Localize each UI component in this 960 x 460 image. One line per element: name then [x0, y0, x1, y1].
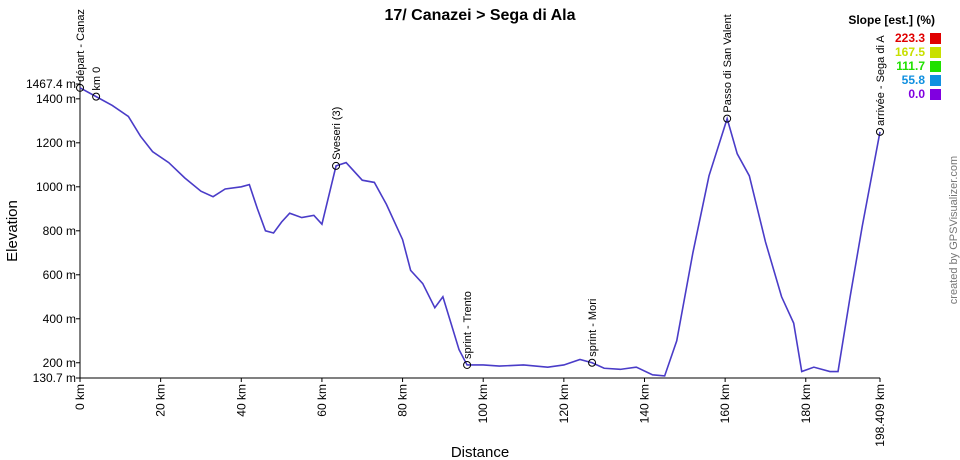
chart-title: 17/ Canazei > Sega di Ala — [384, 7, 575, 24]
x-tick-label: 100 km — [476, 384, 490, 423]
legend-label: 111.7 — [896, 59, 925, 73]
waypoint-label: départ - Canaz — [75, 9, 87, 82]
legend-label: 0.0 — [908, 87, 925, 101]
waypoint — [876, 127, 884, 136]
x-tick-label: 120 km — [557, 384, 571, 423]
y-tick-label: 400 m — [43, 312, 76, 326]
x-tick-label: 40 km — [234, 384, 248, 417]
legend-label: 167.5 — [895, 45, 925, 59]
credit: created by GPSVisualizer.com — [948, 156, 960, 304]
waypoint — [332, 161, 341, 170]
x-tick-label: 80 km — [396, 384, 410, 417]
waypoint — [76, 83, 84, 92]
waypoint-label: sprint - Mori — [587, 299, 599, 357]
x-tick-label: 20 km — [154, 384, 168, 417]
waypoint-label: Sveseri (3) — [331, 107, 343, 160]
x-tick-label: 140 km — [637, 384, 651, 423]
y-tick-label: 200 m — [43, 356, 76, 370]
legend-swatch — [930, 75, 941, 86]
x-tick-label: 180 km — [799, 384, 813, 423]
y-tick-label: 130.7 m — [33, 371, 76, 385]
x-axis-title: Distance — [451, 444, 509, 460]
legend-label: 223.3 — [895, 31, 925, 45]
waypoint — [92, 92, 101, 101]
y-tick-label: 1467.4 m — [26, 77, 76, 91]
waypoint-label: km 0 — [91, 67, 103, 91]
legend-label: 55.8 — [902, 73, 926, 87]
elevation-line — [79, 87, 881, 377]
y-tick-label: 600 m — [43, 268, 76, 282]
waypoint-label: Passo di San Valent — [722, 14, 734, 112]
x-tick-label: 160 km — [718, 384, 732, 423]
y-tick-label: 1400 m — [36, 92, 76, 106]
waypoint — [588, 358, 597, 367]
waypoint — [723, 114, 732, 123]
y-tick-label: 1200 m — [36, 136, 76, 150]
waypoint-label: arrivée - Sega di A — [875, 35, 887, 126]
legend-title: Slope [est.] (%) — [848, 13, 935, 27]
y-tick-label: 1000 m — [36, 180, 76, 194]
legend-swatch — [930, 33, 941, 44]
waypoint-label: sprint - Trento — [462, 291, 474, 359]
x-tick-label: 0 km — [73, 384, 87, 410]
legend-swatch — [930, 89, 941, 100]
y-tick-label: 800 m — [43, 224, 76, 238]
x-tick-label: 60 km — [315, 384, 329, 417]
y-axis-title: Elevation — [4, 200, 21, 262]
x-tick-label: 198.409 km — [873, 384, 887, 447]
waypoint — [463, 360, 472, 369]
legend-swatch — [930, 47, 941, 58]
legend-swatch — [930, 61, 941, 72]
